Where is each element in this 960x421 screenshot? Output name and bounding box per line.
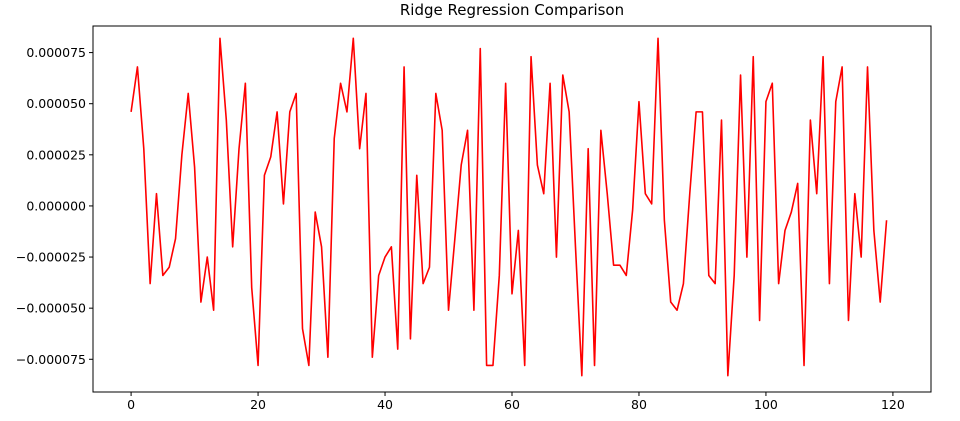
x-tick-label: 20 <box>250 397 266 412</box>
x-tick-label: 80 <box>631 397 647 412</box>
x-tick-label: 100 <box>754 397 778 412</box>
x-tick-label: 0 <box>127 397 135 412</box>
x-tick-label: 120 <box>881 397 905 412</box>
y-tick-label: 0.000000 <box>26 198 86 213</box>
y-tick-label: 0.000075 <box>26 45 86 60</box>
series-line <box>130 37 888 377</box>
y-tick-label: 0.000050 <box>26 96 86 111</box>
plot-frame <box>92 25 932 393</box>
chart-title: Ridge Regression Comparison <box>400 1 624 19</box>
y-tick-label: −0.000050 <box>16 301 86 316</box>
plot-area: 0 20 40 60 80 100 120 −0.000075 −0.000050 −0.0000… <box>16 37 905 412</box>
x-tick-label: 60 <box>504 397 520 412</box>
y-tick-label: 0.000025 <box>26 147 86 162</box>
y-tick-label: −0.000075 <box>16 352 86 367</box>
y-tick-label: −0.000025 <box>16 250 86 265</box>
x-tick-label: 40 <box>377 397 393 412</box>
